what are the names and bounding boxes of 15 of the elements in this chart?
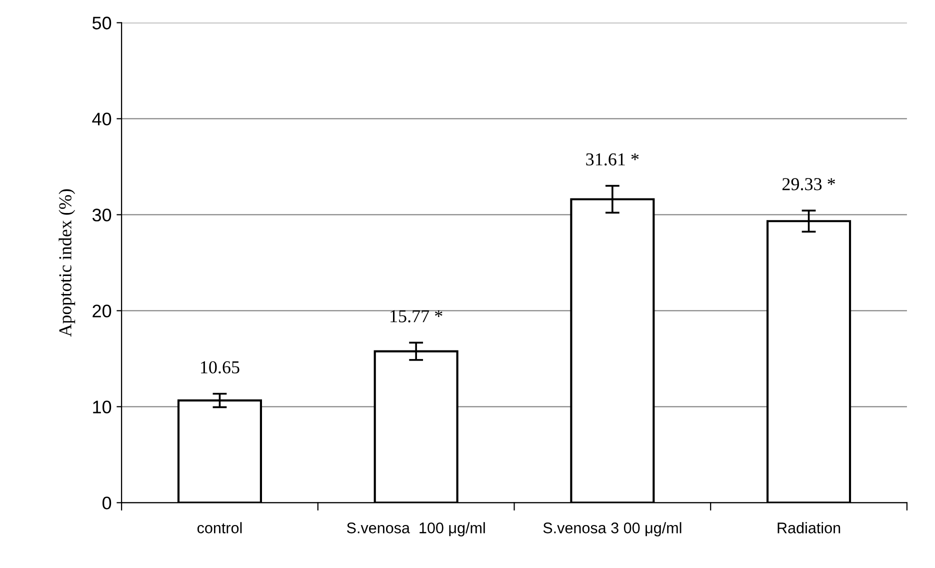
y-tick-label: 20 (92, 304, 112, 318)
y-tick-label: 50 (92, 16, 112, 30)
y-tick-label: 30 (92, 208, 112, 222)
data-label: 10.65 (201, 361, 240, 374)
y-tick-label: 40 (92, 112, 112, 126)
x-tick-label: S.venosa 100 μg/ml (346, 522, 485, 536)
data-label: 31.61 * (586, 153, 639, 166)
x-tick-label: S.venosa 3 00 μg/ml (543, 522, 682, 536)
y-tick-label: 0 (102, 496, 112, 510)
x-tick-label: Radiation (778, 522, 840, 534)
y-tick-label: 10 (93, 400, 112, 414)
data-label: 29.33 * (782, 178, 835, 190)
data-label: 15.77 * (390, 310, 442, 322)
y-axis-title: Apoptotic index (%) (58, 189, 76, 337)
x-tick-label: control (197, 522, 242, 534)
